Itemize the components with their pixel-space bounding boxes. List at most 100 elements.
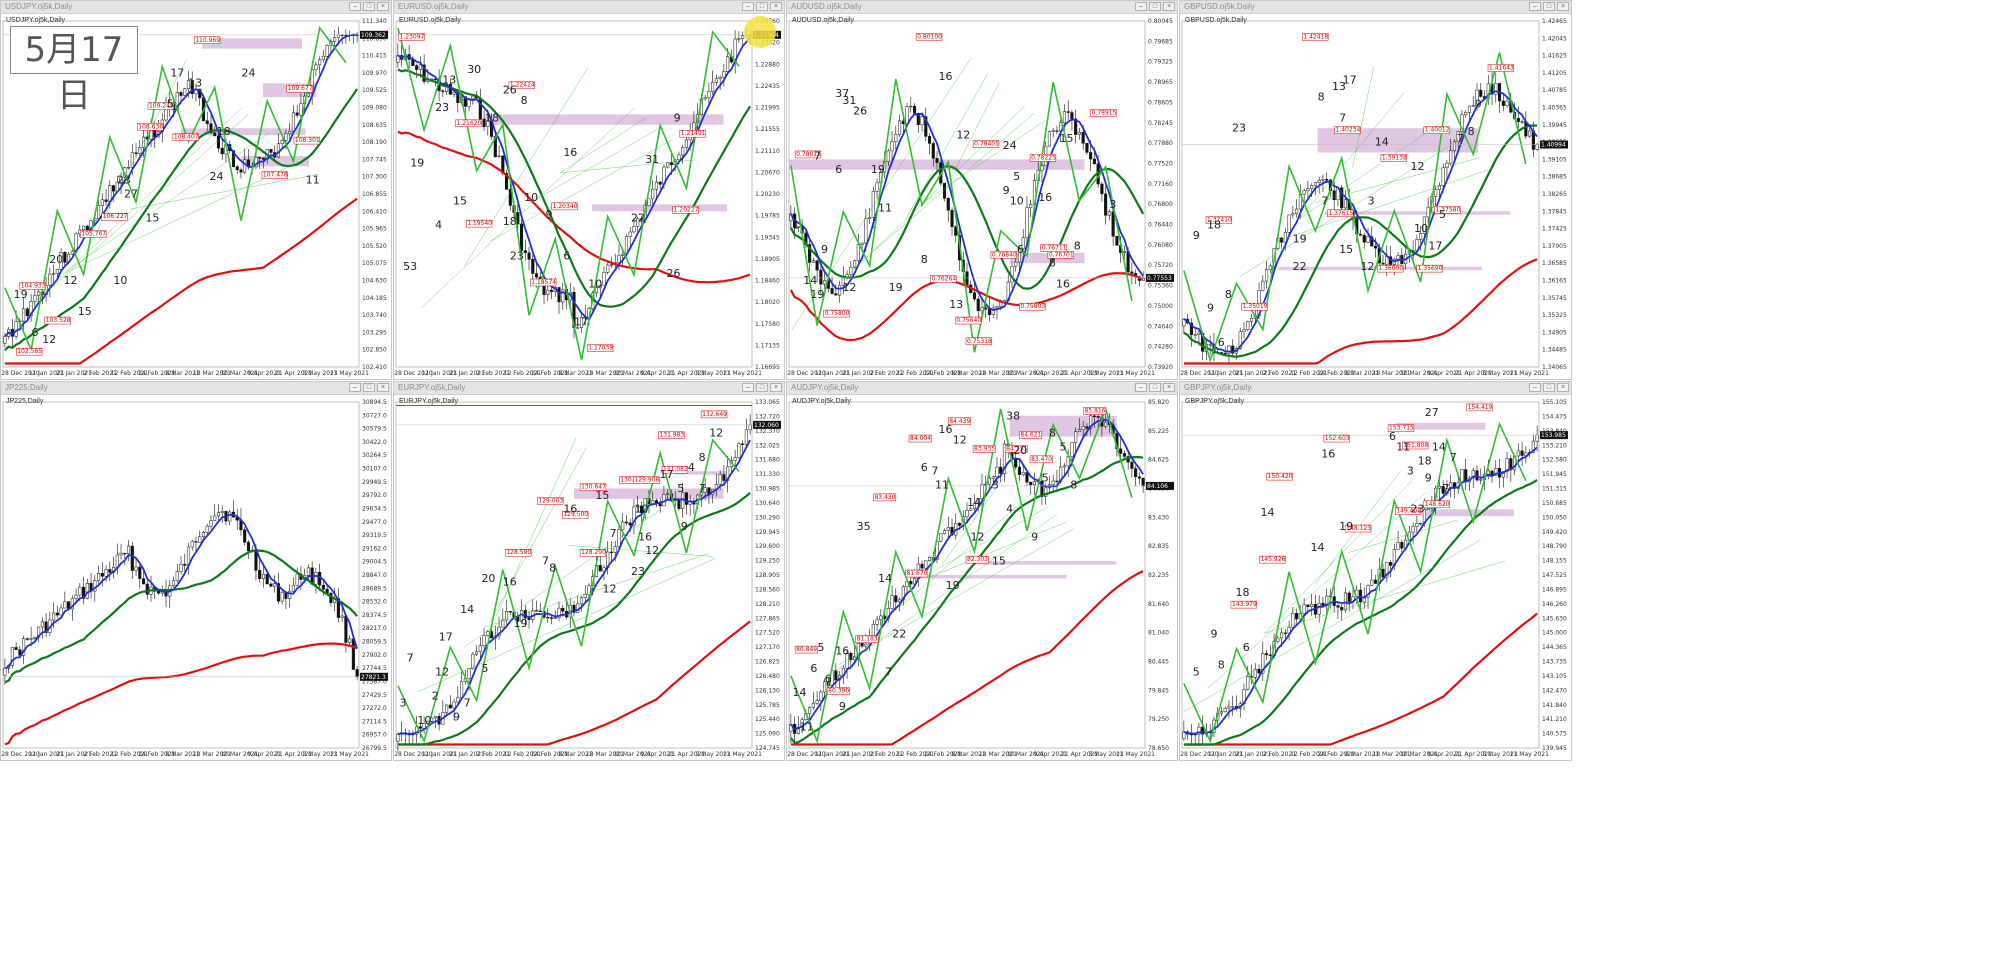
price-marker-box [1241,302,1268,311]
price-marker-label: 149.408 [1396,508,1421,515]
maximize-button[interactable]: □ [1543,2,1555,11]
price-marker-box [19,282,46,290]
price-marker-label: 81.670 [906,570,927,577]
red-moving-average [1183,612,1538,746]
candle-body [1085,143,1089,153]
x-date-label: 21 Apr 2021 [1455,751,1492,758]
minimize-button[interactable]: – [1135,383,1147,392]
price-chart[interactable]: 85.82085.22584.62584.03083.43082.83582.2… [787,394,1177,760]
candle-body [1343,199,1348,209]
price-chart[interactable]: 1.237601.233201.228801.224351.219951.215… [394,13,784,379]
price-chart[interactable]: 1.42465 1.42045 1.41625 1.41205 1.40785 1.403… [1180,13,1571,379]
x-date-label: 18 Mar 2021 [586,370,624,377]
maximize-button[interactable]: □ [1149,383,1161,392]
zigzag-line [397,27,740,361]
price-marker-box [101,212,128,221]
price-chart[interactable]: 111.340110.890110.415109.970109.525109.0… [1,13,391,379]
close-button[interactable]: × [770,383,782,392]
x-date-label: 8 Mar 2021 [1345,751,1379,758]
window-titlebar[interactable]: AUDJPY.oj5k,Daily – □ × [787,382,1177,395]
y-tick-label: 29004.5 [362,559,387,566]
x-date-label: 28 Dec 2020 [1,370,40,377]
window-titlebar[interactable]: GBPJPY.oj5k,Daily – □ × [1180,382,1571,395]
fan-line [865,113,1035,258]
price-marker-box [193,36,221,45]
fan-line [921,121,1044,204]
supply-demand-zone [485,114,724,125]
window-titlebar[interactable]: EURJPY.oj5k,Daily – □ × [394,382,784,395]
chart-window[interactable]: EURJPY.oj5k,Daily – □ × EURJPY.oj5k,Daily 133… [393,381,785,761]
candle-body [1479,89,1483,97]
price-marker-label: 84.731 [1006,445,1027,452]
y-tick-label: 0.78605 [1148,99,1173,106]
maximize-button[interactable]: □ [756,383,768,392]
price-marker-label: 103.528 [46,317,71,324]
candle-body [1025,472,1029,483]
minimize-button[interactable]: – [1529,2,1541,11]
wave-count-label: 20 [49,253,63,266]
close-button[interactable]: × [377,383,389,392]
price-marker-box [679,129,706,138]
close-button[interactable]: × [1163,2,1175,11]
window-titlebar[interactable]: EURUSD.oj5k,Daily – □ × [394,1,784,14]
price-chart[interactable]: 155.105154.475153.840153.210152.580151.9… [1180,394,1571,760]
maximize-button[interactable]: □ [363,383,375,392]
minimize-button[interactable]: – [742,383,754,392]
close-button[interactable]: × [1557,383,1569,392]
wave-count-label: 30 [467,63,481,76]
price-marker-label: 1.21620 [457,120,482,127]
chart-window[interactable]: AUDUSD.oj5k,Daily – □ × AUDUSD.oj5k,Daily 0.8… [786,0,1178,380]
minimize-button[interactable]: – [742,2,754,11]
candle-body [1396,255,1400,260]
price-chart[interactable]: 30894.5 30727.0 30579.5 30422.0 30264.5 30107… [1,394,391,760]
candle-body [527,252,531,260]
maximize-button[interactable]: □ [1543,383,1555,392]
x-date-label: 28 Dec 2020 [787,751,826,758]
chart-symbol: GBPJPY.oj5k,Daily [1185,398,1245,405]
maximize-button[interactable]: □ [756,2,768,11]
chart-window[interactable]: GBPJPY.oj5k,Daily – □ × GBPJPY.oj5k,Daily 155… [1179,381,1572,761]
candle-body [183,88,187,96]
minimize-button[interactable]: – [349,383,361,392]
price-chart[interactable]: 0.80045 0.79685 0.79325 0.78965 0.78605 0.782… [787,13,1177,379]
price-marker-label: 85.816 [1084,407,1105,414]
chart-window[interactable]: USDJPY.oj5k,Daily – □ × USDJPY.oj5k,Daily 111… [0,0,392,380]
chart-window[interactable]: EURUSD.oj5k,Daily – □ × EURUSD.oj5k,Daily 1.2… [393,0,785,380]
x-date-label: 21 Jan 2021 [449,370,485,377]
close-button[interactable]: × [377,2,389,11]
minimize-button[interactable]: – [349,2,361,11]
wave-count-label: 12 [645,544,659,557]
y-tick-label: 1.17580 [755,321,780,328]
chart-window[interactable]: AUDJPY.oj5k,Daily – □ × AUDJPY.oj5k,Daily 85.… [786,381,1178,761]
close-button[interactable]: × [1557,2,1569,11]
y-tick-label: 28217.0 [362,625,387,632]
x-date-label: 8 Mar 2021 [952,370,986,377]
window-titlebar[interactable]: JP225,Daily – □ × [1,382,391,395]
wave-count-label: 19 [810,288,824,301]
price-chart[interactable]: 133.065 132.720 132.370 132.025 131.680 131.3… [394,394,784,760]
maximize-button[interactable]: □ [363,2,375,11]
window-title: AUDUSD.oj5k,Daily [791,2,862,11]
maximize-button[interactable]: □ [1149,2,1161,11]
close-button[interactable]: × [770,2,782,11]
window-titlebar[interactable]: AUDUSD.oj5k,Daily – □ × [787,1,1177,14]
y-tick-label: 125.090 [755,731,780,738]
candle-body [860,242,864,246]
window-titlebar[interactable]: GBPUSD.oj5k,Daily – □ × [1180,1,1571,14]
y-tick-label: 104.630 [362,278,387,285]
price-marker-box [826,687,850,695]
candle-body [639,505,644,514]
window-titlebar[interactable]: USDJPY.oj5k,Daily – □ × [1,1,391,14]
x-date-label: 9 Apr 2021 [641,751,674,758]
candle-body [905,106,909,125]
candle-body [1437,486,1441,489]
chart-window[interactable]: GBPUSD.oj5k,Daily – □ × GBPUSD.oj5k,Daily 1.4… [1179,0,1572,380]
close-button[interactable]: × [1163,383,1175,392]
minimize-button[interactable]: – [1529,383,1541,392]
y-tick-label: 141.210 [1542,716,1567,723]
y-tick-label: 126.825 [755,659,780,666]
chart-window[interactable]: JP225,Daily – □ × JP225,Daily 30894.5 30727.0 3… [0,381,392,761]
candle-body [1021,472,1025,475]
minimize-button[interactable]: – [1135,2,1147,11]
wave-count-label: 8 [1049,257,1056,270]
